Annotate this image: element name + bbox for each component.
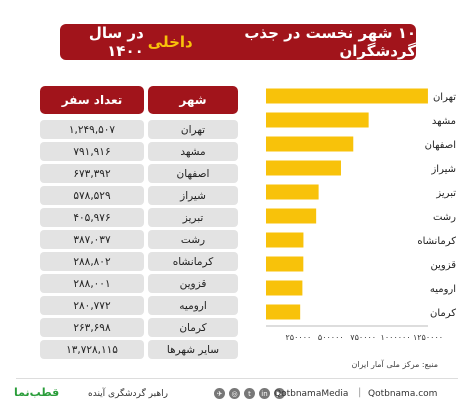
bar-0 [266,88,428,104]
category-label: کرمانشاه [417,236,456,247]
trips-cell: ۲۸۰,۷۷۲ [40,296,144,315]
header-trips: تعداد سفر [40,86,144,114]
trips-cell: ۴۰۵,۹۷۶ [40,208,144,227]
city-cell: تهران [148,120,238,139]
x-tick-label: ۵۰۰۰۰۰ [318,333,344,342]
bar-5 [266,208,317,224]
category-label: تهران [433,92,456,103]
bar-3 [266,160,341,176]
trips-cell: ۵۷۸,۵۲۹ [40,186,144,205]
social-handle[interactable]: QotbnamaMedia [274,389,349,399]
trips-cell: ۱,۲۴۹,۵۰۷ [40,120,144,139]
category-label: تبریز [435,188,456,199]
trips-cell: ۲۸۸,۸۰۲ [40,252,144,271]
trips-cell: ۶۷۳,۳۹۲ [40,164,144,183]
bar-7 [266,256,304,272]
trips-table: شهر تعداد سفر تهران ۱,۲۴۹,۵۰۷ مشهد ۷۹۱,۹… [40,86,238,362]
category-label: قزوین [430,260,456,271]
trips-cell: ۱۳,۷۲۸,۱۱۵ [40,340,144,359]
city-cell: کرمان [148,318,238,337]
bar-9 [266,304,301,320]
bar-4 [266,184,319,200]
city-cell: رشت [148,230,238,249]
brand-tagline: راهبر گردشگری آینده [88,389,168,399]
linkedin-icon[interactable]: in [259,388,270,399]
category-label: ارومیه [430,284,456,295]
social-icons: ✈ ◎ t in ▶ [214,388,285,399]
x-tick-label: ۷۵۰۰۰۰ [350,333,376,342]
city-cell: قزوین [148,274,238,293]
table-row: کرمان ۲۶۳,۶۹۸ [40,318,238,337]
x-tick-label: ۱۲۵۰۰۰۰ [413,333,443,342]
source-note: منبع: مرکز ملی آمار ایران [351,360,438,369]
trips-cell: ۷۹۱,۹۱۶ [40,142,144,161]
table-row: تهران ۱,۲۴۹,۵۰۷ [40,120,238,139]
header-city: شهر [148,86,238,114]
bar-1 [266,112,369,128]
city-cell: ارومیه [148,296,238,315]
title-part1: ۱۰ شهر نخست در جذب گردشگران [244,24,416,60]
table-row: سایر شهرها ۱۳,۷۲۸,۱۱۵ [40,340,238,359]
website-link[interactable]: Qotbnama.com [368,389,438,399]
table-row: اصفهان ۶۷۳,۳۹۲ [40,164,238,183]
page-title: ۱۰ شهر نخست در جذب گردشگران داخلی در سال… [60,24,416,60]
category-label: کرمان [430,308,456,319]
category-label: مشهد [432,116,456,127]
bar-chart: تهران مشهد اصفهان شیراز تبریز رشت کرمانشاه قزوی… [248,80,458,360]
telegram-icon[interactable]: ✈ [214,388,225,399]
table-header: شهر تعداد سفر [40,86,238,114]
title-highlight: داخلی [147,33,193,51]
instagram-icon[interactable]: ◎ [229,388,240,399]
bar-6 [266,232,304,248]
city-cell: سایر شهرها [148,340,238,359]
aparat-icon[interactable]: ▶ [274,388,285,399]
x-tick-label: ۱۰۰۰۰۰۰ [381,333,411,342]
footer-divider [16,378,458,379]
city-cell: تبریز [148,208,238,227]
city-cell: شیراز [148,186,238,205]
twitter-icon[interactable]: t [244,388,255,399]
table-row: رشت ۳۸۷,۰۳۷ [40,230,238,249]
brand-logo: قطب‌نما [14,386,60,399]
bar-2 [266,136,354,152]
table-row: کرمانشاه ۲۸۸,۸۰۲ [40,252,238,271]
category-label: رشت [433,212,456,223]
title-part2: در سال ۱۴۰۰ [88,24,144,60]
footer-separator: | [358,387,362,398]
bar-chart-svg: تهران مشهد اصفهان شیراز تبریز رشت کرمانشاه قزوی… [266,88,456,342]
table-row: مشهد ۷۹۱,۹۱۶ [40,142,238,161]
trips-cell: ۲۶۳,۶۹۸ [40,318,144,337]
table-row: ارومیه ۲۸۰,۷۷۲ [40,296,238,315]
city-cell: اصفهان [148,164,238,183]
category-label: اصفهان [425,140,456,151]
trips-cell: ۳۸۷,۰۳۷ [40,230,144,249]
city-cell: کرمانشاه [148,252,238,271]
footer: قطب‌نما راهبر گردشگری آینده ✈ ◎ t in ▶ Q… [0,384,474,408]
x-tick-label: ۲۵۰۰۰۰ [286,333,312,342]
bar-8 [266,280,303,296]
table-row: قزوین ۲۸۸,۰۰۱ [40,274,238,293]
table-row: تبریز ۴۰۵,۹۷۶ [40,208,238,227]
trips-cell: ۲۸۸,۰۰۱ [40,274,144,293]
city-cell: مشهد [148,142,238,161]
table-row: شیراز ۵۷۸,۵۲۹ [40,186,238,205]
category-label: شیراز [430,164,456,175]
